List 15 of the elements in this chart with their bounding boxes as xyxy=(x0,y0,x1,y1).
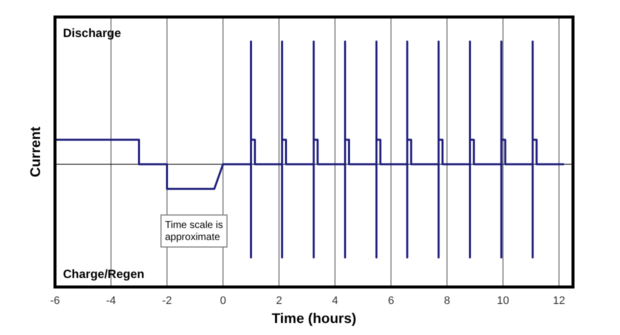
x-tick-label: 10 xyxy=(496,295,510,307)
text: Charge/Regen xyxy=(63,267,144,281)
x-tick-label: -6 xyxy=(50,295,60,307)
x-tick-label: 0 xyxy=(220,295,226,307)
annotation: Time scale is approximate xyxy=(165,220,223,243)
x-tick-label: 2 xyxy=(276,295,282,307)
y-axis-title: Current xyxy=(27,126,43,178)
text: Discharge xyxy=(63,26,122,40)
x-tick-label: 12 xyxy=(552,295,566,307)
x-tick-label: -4 xyxy=(106,295,116,307)
x-tick-label: 4 xyxy=(332,295,338,307)
x-tick-label: 8 xyxy=(444,295,450,307)
x-axis-title: Time (hours) xyxy=(272,310,356,326)
x-tick-label: -2 xyxy=(162,295,172,307)
x-tick-label: 6 xyxy=(388,295,394,307)
